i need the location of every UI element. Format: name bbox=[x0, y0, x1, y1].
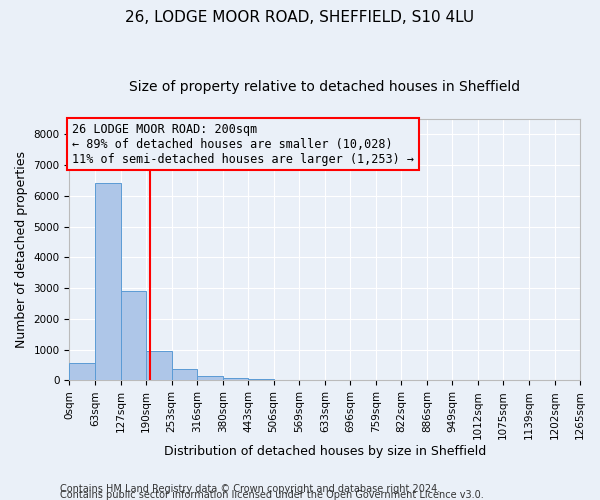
Bar bbox=[146, 350, 172, 380]
Text: 26 LODGE MOOR ROAD: 200sqm
← 89% of detached houses are smaller (10,028)
11% of : 26 LODGE MOOR ROAD: 200sqm ← 89% of deta… bbox=[72, 122, 414, 166]
Bar bbox=[248, 379, 274, 380]
Text: Contains public sector information licensed under the Open Government Licence v3: Contains public sector information licen… bbox=[60, 490, 484, 500]
Bar bbox=[172, 370, 197, 380]
Bar bbox=[70, 362, 95, 380]
Bar bbox=[121, 291, 146, 380]
Bar bbox=[197, 376, 223, 380]
Text: 26, LODGE MOOR ROAD, SHEFFIELD, S10 4LU: 26, LODGE MOOR ROAD, SHEFFIELD, S10 4LU bbox=[125, 10, 475, 25]
X-axis label: Distribution of detached houses by size in Sheffield: Distribution of detached houses by size … bbox=[164, 444, 486, 458]
Bar bbox=[223, 378, 248, 380]
Text: Contains HM Land Registry data © Crown copyright and database right 2024.: Contains HM Land Registry data © Crown c… bbox=[60, 484, 440, 494]
Bar bbox=[95, 184, 121, 380]
Y-axis label: Number of detached properties: Number of detached properties bbox=[15, 151, 28, 348]
Title: Size of property relative to detached houses in Sheffield: Size of property relative to detached ho… bbox=[129, 80, 520, 94]
